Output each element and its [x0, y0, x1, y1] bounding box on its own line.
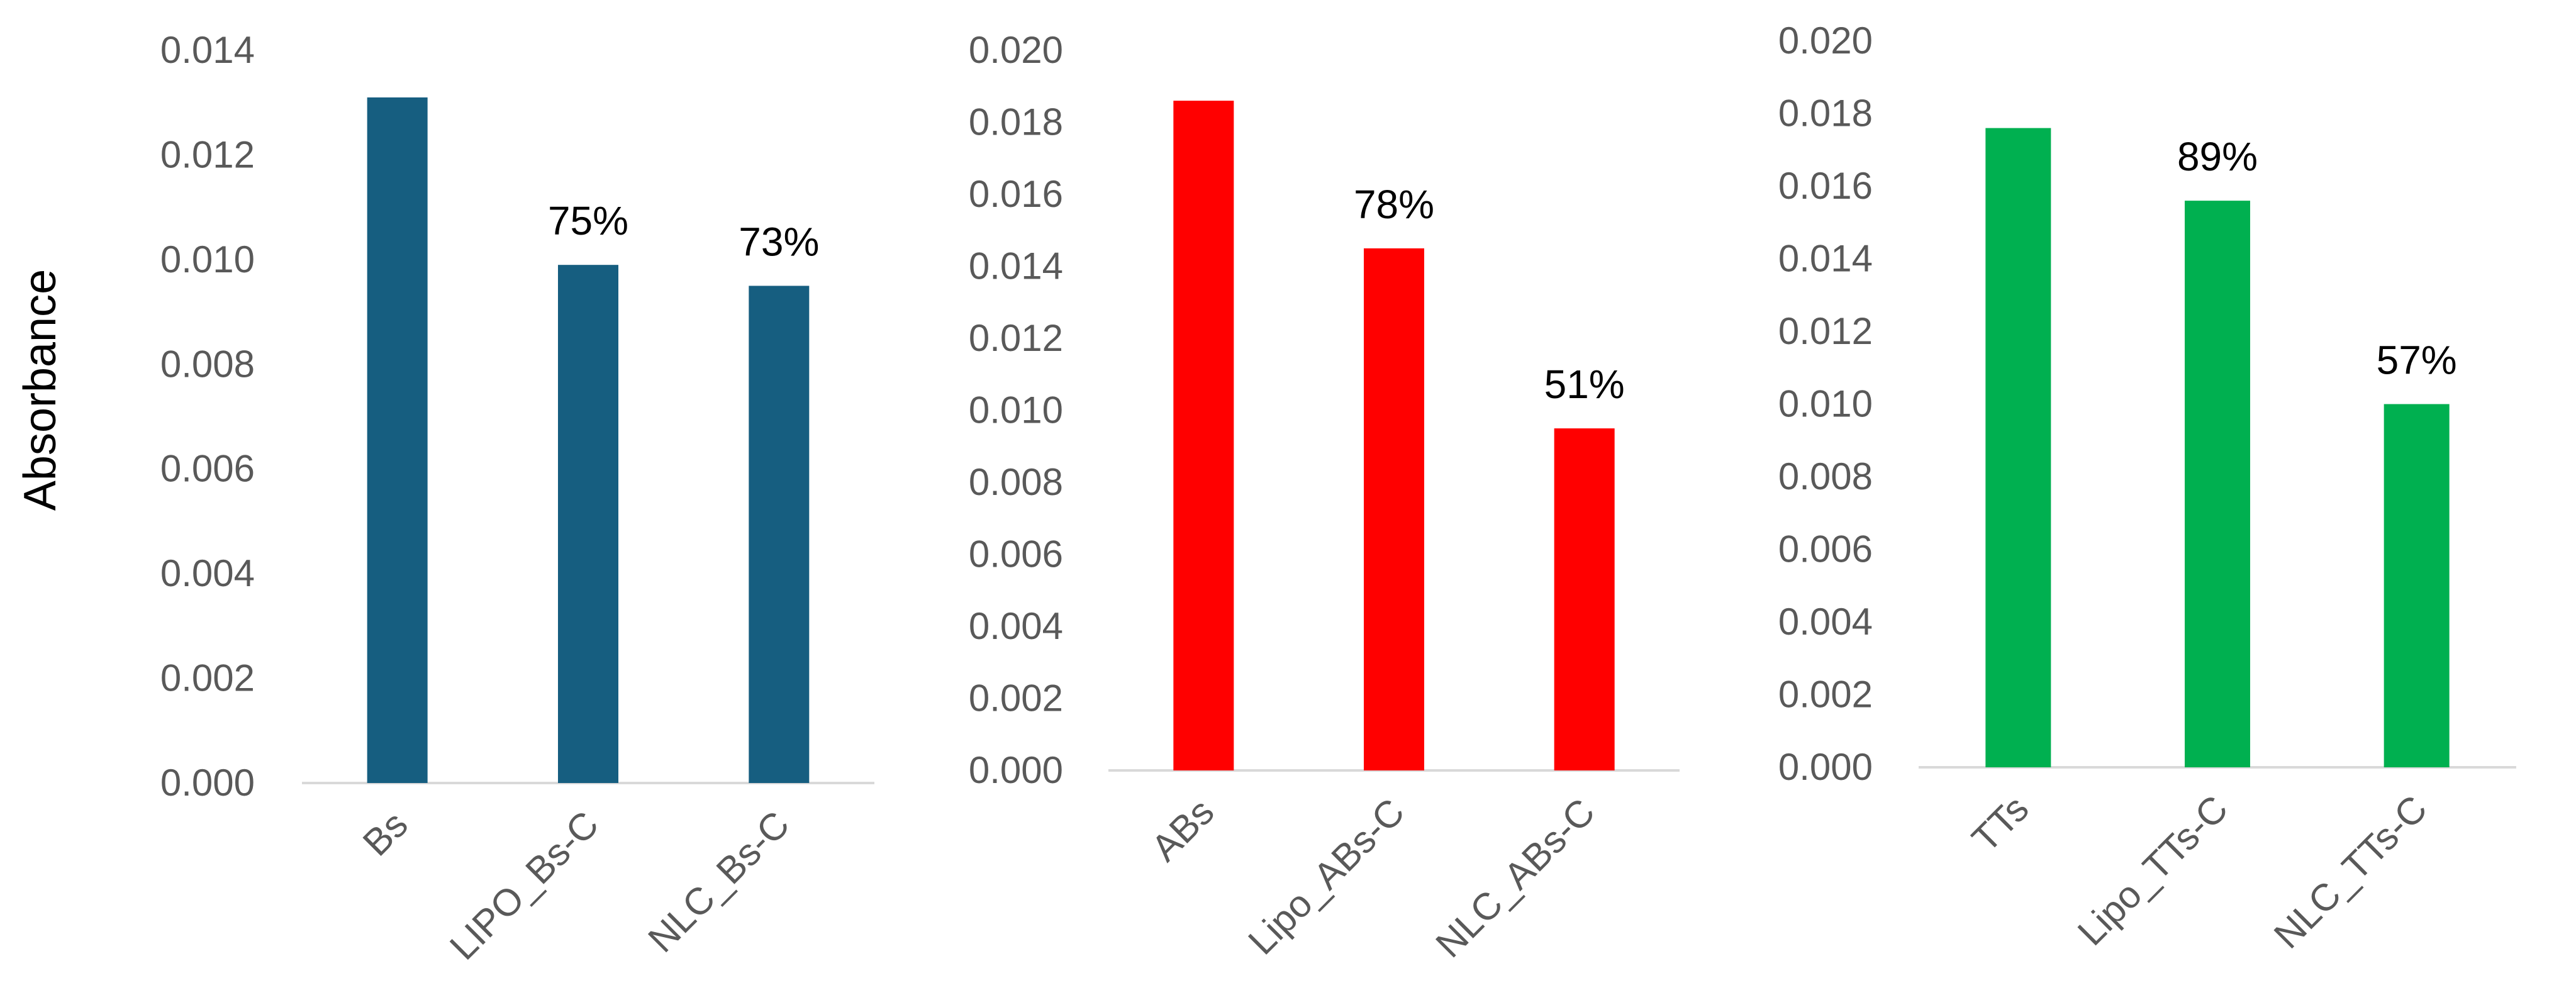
bar	[1554, 428, 1615, 770]
chart-panel-3: 0.000 0.002 0.004 0.006 0.008 0.010 0.012 0.014…	[1778, 19, 2516, 957]
chart-panel-2: 0.000 0.002 0.004 0.006 0.008 0.010 0.012 0.014…	[969, 29, 1680, 965]
chart-panel-1: 0.000 0.002 0.004 0.006 0.008 0.010 0.012 0.014…	[160, 29, 874, 968]
bar	[1364, 248, 1424, 770]
y-tick-label: 0.020	[1778, 19, 1873, 62]
y-tick-label: 0.008	[160, 343, 255, 385]
bar-data-label: 57%	[2377, 338, 2457, 383]
y-axis-title: Absorbance	[15, 269, 65, 511]
y-tick-label: 0.002	[160, 657, 255, 699]
bar	[749, 286, 810, 783]
y-tick-label: 0.006	[160, 448, 255, 490]
x-category-label: NLC_TTs-C	[2266, 787, 2435, 957]
bar	[558, 265, 618, 783]
y-tick-label: 0.000	[1778, 746, 1873, 788]
x-category-label: Bs	[355, 803, 416, 864]
bar-data-label: 73%	[739, 219, 819, 264]
y-tick-label: 0.010	[160, 238, 255, 281]
y-tick-label: 0.004	[1778, 601, 1873, 643]
y-tick-label: 0.010	[1778, 383, 1873, 425]
charts-group: 0.000 0.002 0.004 0.006 0.008 0.010 0.012 0.014…	[160, 19, 2516, 968]
x-category-label: NLC_ABs-C	[1427, 791, 1602, 965]
y-tick-label: 0.014	[1778, 238, 1873, 280]
y-tick-label: 0.004	[160, 552, 255, 594]
y-tick-label: 0.008	[1778, 455, 1873, 497]
y-tick-label: 0.012	[160, 133, 255, 175]
bar	[1985, 128, 2051, 768]
bar	[1173, 101, 1234, 770]
x-category-label: Lipo_ABs-C	[1240, 791, 1412, 963]
x-category-label: ABs	[1143, 791, 1222, 869]
y-tick-label: 0.006	[969, 533, 1063, 575]
y-tick-label: 0.016	[1778, 165, 1873, 207]
y-tick-label: 0.018	[969, 101, 1063, 143]
y-tick-label: 0.016	[969, 173, 1063, 215]
bar-data-label: 75%	[548, 198, 628, 243]
y-tick-label: 0.000	[160, 762, 255, 804]
y-tick-label: 0.004	[969, 605, 1063, 647]
x-category-label: LIPO_Bs-C	[442, 803, 606, 968]
bar-data-label: 78%	[1354, 182, 1434, 227]
y-tick-label: 0.002	[1778, 674, 1873, 716]
y-tick-label: 0.012	[969, 317, 1063, 359]
x-category-label: Lipo_TTs-C	[2070, 787, 2236, 953]
bar	[2185, 201, 2250, 768]
bar	[367, 97, 428, 784]
bar	[2384, 404, 2450, 767]
x-category-label: NLC_Bs-C	[640, 803, 797, 960]
x-category-label: TTs	[1964, 787, 2037, 860]
y-tick-label: 0.000	[969, 749, 1063, 791]
y-tick-label: 0.018	[1778, 92, 1873, 135]
y-tick-label: 0.006	[1778, 528, 1873, 570]
bar-data-label: 51%	[1544, 362, 1625, 407]
y-tick-label: 0.014	[160, 29, 255, 71]
y-tick-label: 0.008	[969, 461, 1063, 503]
y-tick-label: 0.020	[969, 29, 1063, 71]
y-tick-label: 0.010	[969, 389, 1063, 431]
y-tick-label: 0.002	[969, 677, 1063, 719]
y-tick-label: 0.014	[969, 245, 1063, 287]
bar-data-label: 89%	[2177, 134, 2258, 179]
y-tick-label: 0.012	[1778, 310, 1873, 352]
